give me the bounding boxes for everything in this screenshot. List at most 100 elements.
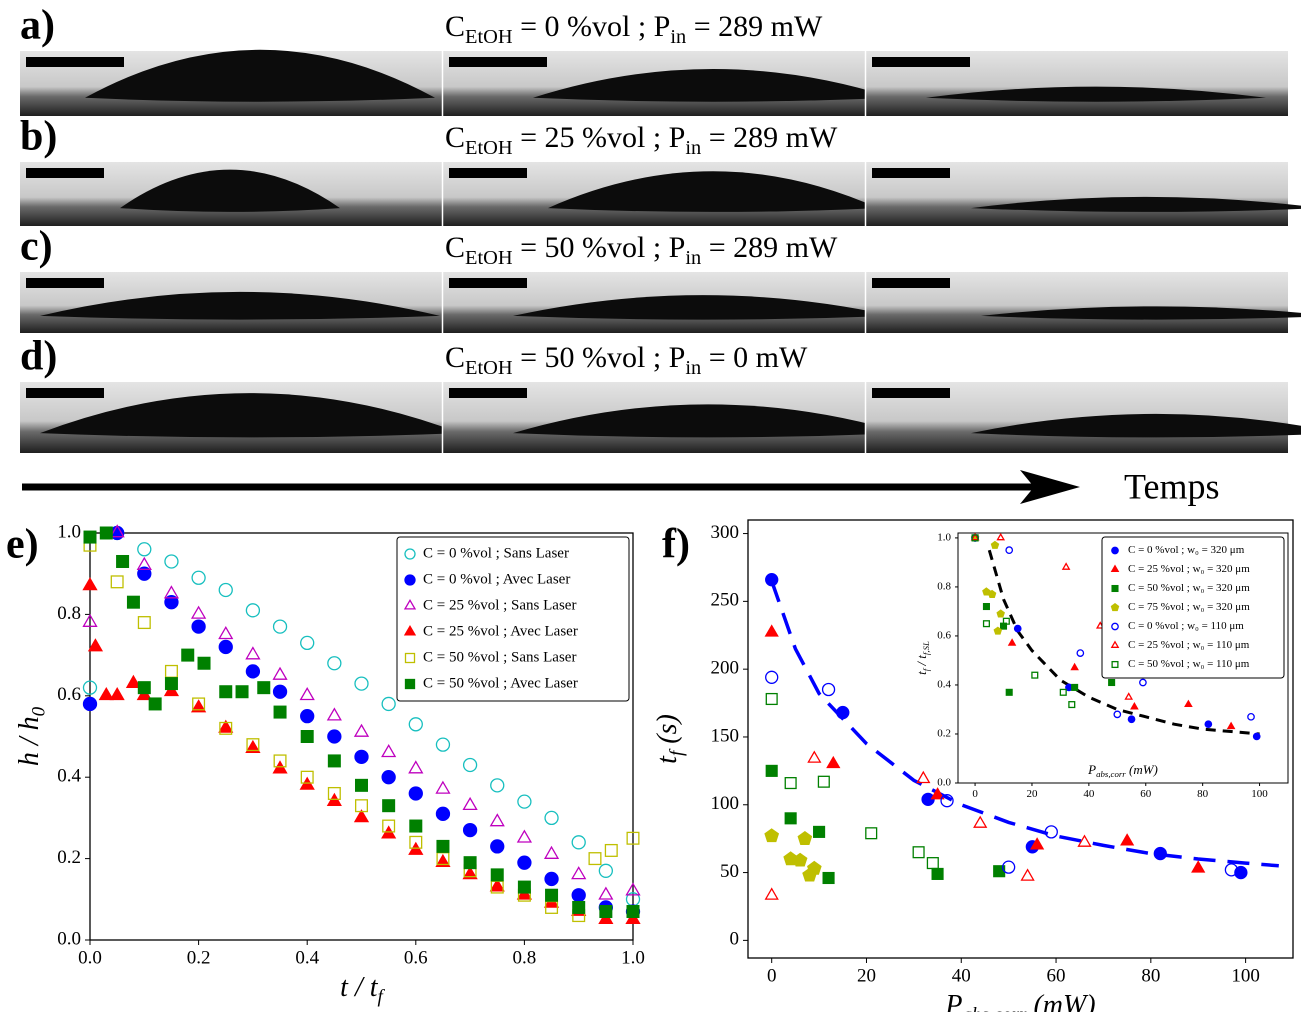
marker (116, 554, 130, 568)
marker (190, 699, 207, 713)
marker (404, 548, 416, 560)
marker (490, 778, 505, 793)
marker (865, 827, 878, 840)
marker (489, 813, 505, 827)
marker (109, 686, 125, 701)
panel-title-part: in (685, 357, 701, 379)
marker (571, 835, 586, 850)
marker (300, 709, 315, 724)
marker (353, 809, 370, 823)
x-tick-label: 40 (952, 966, 971, 987)
y-axis-label-part: (s) (652, 714, 683, 751)
y-axis-label-part: t (914, 671, 929, 675)
scale-bar (872, 168, 950, 178)
marker (462, 796, 478, 811)
x-tick-label: 0 (972, 788, 978, 800)
marker (381, 770, 396, 785)
marker (110, 575, 124, 589)
marker (327, 754, 341, 768)
marker (99, 526, 113, 540)
panel-title-part: EtOH (465, 26, 513, 48)
panel-title: CEtOH = 0 %vol ; Pin = 289 mW (445, 10, 823, 48)
panel-title-part: = 50 %vol ; P (513, 231, 686, 264)
marker (191, 570, 206, 585)
panel-title-part: C (445, 121, 465, 154)
y-tick-label: 0 (730, 929, 740, 950)
marker (462, 757, 478, 773)
marker (219, 685, 233, 699)
marker (765, 670, 779, 684)
marker (218, 582, 233, 598)
x-tick-label: 0.2 (187, 948, 211, 969)
marker (802, 867, 817, 882)
marker (1007, 638, 1017, 646)
y-tick-label: 0.4 (937, 678, 951, 690)
legend-label: C = 0 %vol ; w₀ = 320 μm (1128, 544, 1245, 556)
marker (545, 888, 559, 902)
y-tick-label: 0.0 (937, 777, 951, 789)
marker (916, 770, 931, 784)
marker (436, 839, 450, 853)
marker (1113, 710, 1122, 719)
marker (435, 780, 451, 794)
y-tick-label: 1.0 (57, 521, 81, 542)
marker (807, 750, 822, 763)
marker (993, 626, 1003, 635)
marker (197, 656, 211, 670)
marker (517, 880, 531, 894)
marker (382, 799, 396, 813)
x-tick-label: 20 (1026, 788, 1038, 800)
scale-bar (26, 388, 104, 398)
x-axis-label-part: abs,corr (962, 1005, 1027, 1012)
marker (219, 721, 233, 735)
marker (1071, 683, 1079, 691)
marker (126, 595, 140, 609)
marker (245, 646, 261, 660)
marker (543, 845, 560, 859)
marker (82, 577, 98, 591)
marker (381, 743, 397, 758)
y-axis-label-part: / t (914, 655, 929, 669)
marker (822, 871, 835, 885)
marker (971, 534, 979, 542)
panel-title-part: C (445, 10, 465, 43)
marker (404, 678, 416, 690)
legend-label: C = 25 %vol ; w₀ = 110 μm (1128, 639, 1250, 651)
marker (765, 764, 778, 777)
droplet (548, 171, 878, 212)
panel-title-part: = 289 mW (701, 231, 838, 264)
marker (191, 619, 206, 634)
marker (489, 878, 505, 892)
y-axis-label: tf (s) (652, 714, 687, 764)
marker (1110, 564, 1120, 572)
x-tick-label: 100 (1251, 788, 1268, 800)
marker (98, 687, 114, 701)
legend-label: C = 50 %vol ; w₀ = 320 μm (1128, 582, 1250, 594)
panel-label: e) (6, 522, 39, 568)
y-tick-label: 150 (711, 725, 740, 746)
marker (462, 866, 478, 880)
marker (931, 867, 944, 880)
marker (257, 681, 271, 695)
marker (125, 674, 142, 688)
marker (408, 786, 423, 801)
photo (20, 49, 442, 116)
y-tick-label: 300 (711, 522, 740, 543)
marker (1120, 833, 1135, 846)
y-tick-label: 0.6 (57, 684, 81, 705)
droplet (981, 306, 1301, 320)
x-tick-label: 20 (857, 966, 876, 987)
marker (354, 778, 368, 792)
marker (544, 810, 559, 826)
panel-title-part: = 0 mW (701, 341, 808, 374)
marker (245, 739, 261, 754)
marker (516, 829, 533, 843)
marker (137, 681, 151, 695)
panel-title-part: in (685, 247, 701, 269)
panel-title-part: in (670, 26, 686, 48)
marker (1002, 860, 1016, 874)
photo (20, 272, 442, 333)
marker (190, 605, 207, 619)
marker (821, 682, 836, 697)
marker (1111, 546, 1119, 555)
